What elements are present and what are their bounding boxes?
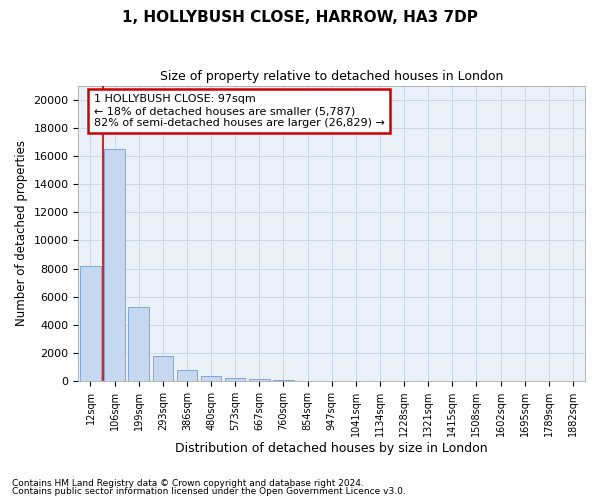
Text: 1, HOLLYBUSH CLOSE, HARROW, HA3 7DP: 1, HOLLYBUSH CLOSE, HARROW, HA3 7DP	[122, 10, 478, 25]
Bar	[80, 266, 101, 381]
Bar	[249, 379, 269, 381]
Bar	[273, 380, 294, 381]
X-axis label: Distribution of detached houses by size in London: Distribution of detached houses by size …	[175, 442, 488, 455]
Bar	[177, 370, 197, 381]
Bar	[152, 356, 173, 381]
Bar	[128, 306, 149, 381]
Bar	[298, 380, 318, 381]
Bar	[225, 378, 245, 381]
Text: Contains HM Land Registry data © Crown copyright and database right 2024.: Contains HM Land Registry data © Crown c…	[12, 478, 364, 488]
Text: Contains public sector information licensed under the Open Government Licence v3: Contains public sector information licen…	[12, 487, 406, 496]
Bar	[104, 149, 125, 381]
Bar	[201, 376, 221, 381]
Y-axis label: Number of detached properties: Number of detached properties	[15, 140, 28, 326]
Title: Size of property relative to detached houses in London: Size of property relative to detached ho…	[160, 70, 503, 83]
Text: 1 HOLLYBUSH CLOSE: 97sqm
← 18% of detached houses are smaller (5,787)
82% of sem: 1 HOLLYBUSH CLOSE: 97sqm ← 18% of detach…	[94, 94, 385, 128]
